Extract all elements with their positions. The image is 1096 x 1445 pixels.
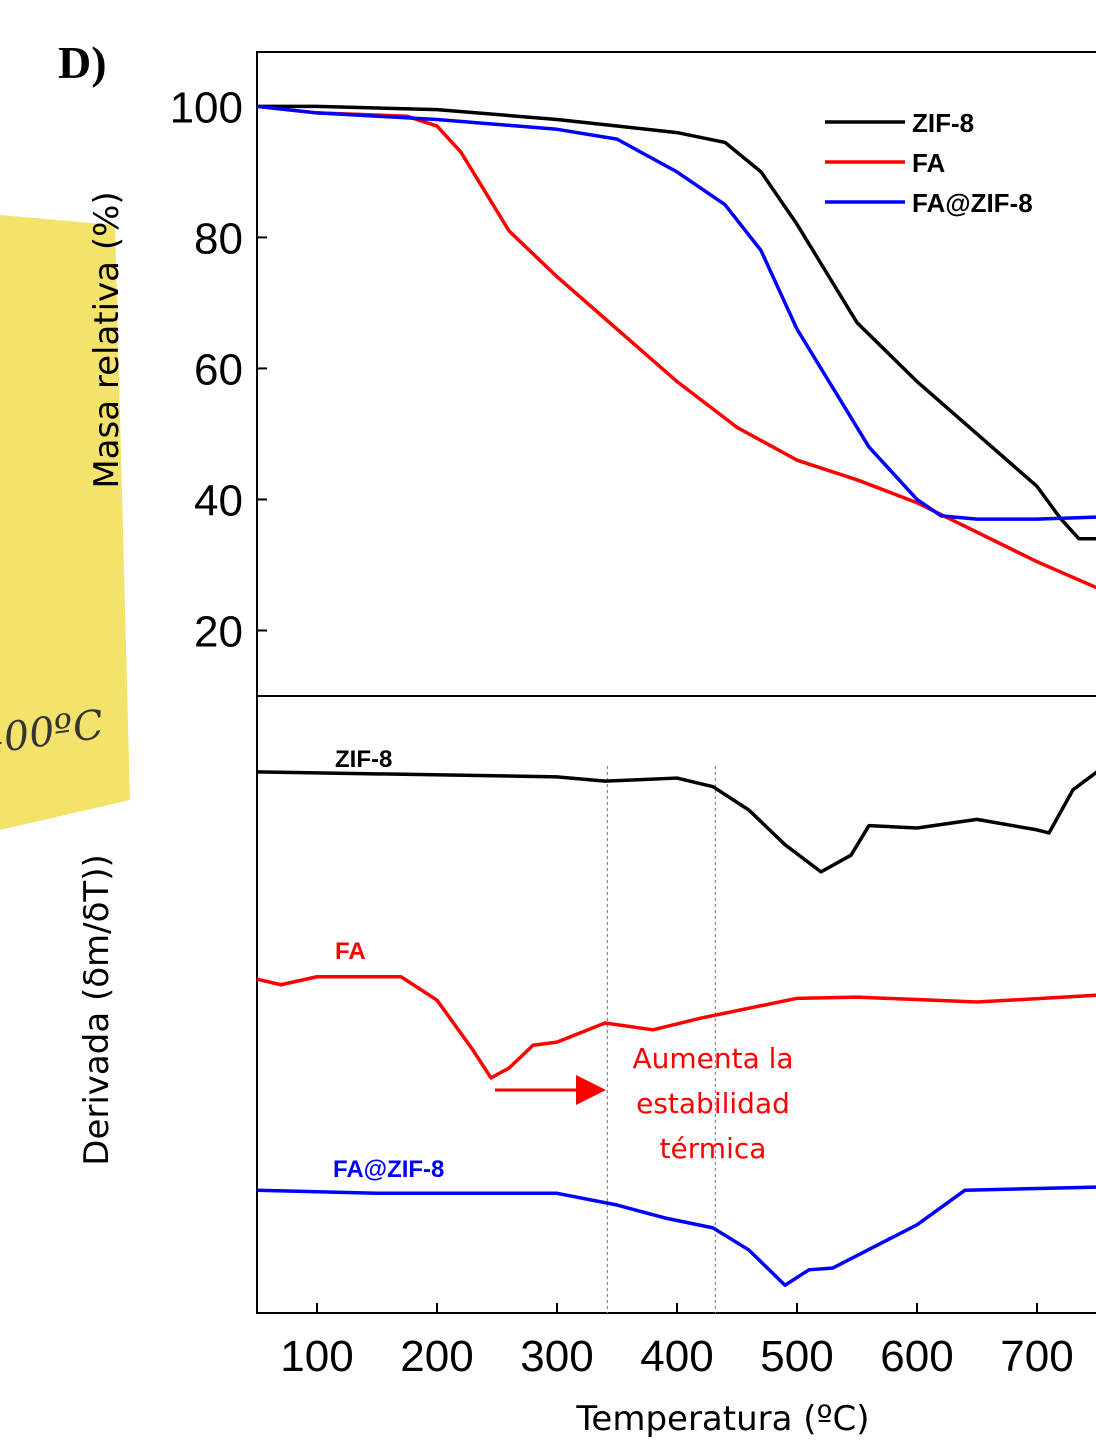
data-line — [257, 1187, 1096, 1285]
panel-label: D) — [58, 37, 107, 88]
y-tick-label: 100 — [170, 83, 243, 132]
axis-frame — [257, 52, 1096, 696]
x-tick-label: 500 — [760, 1332, 833, 1381]
annotation: estabilidad — [636, 1087, 790, 1120]
x-tick-label: 200 — [400, 1332, 473, 1381]
series-label: FA — [335, 938, 366, 965]
data-line — [257, 106, 1096, 588]
y-tick-label: 40 — [194, 476, 243, 525]
y-tick-label: 20 — [194, 607, 243, 656]
y-axis-label: Masa relativa (%) — [87, 191, 127, 488]
data-line — [257, 772, 1096, 872]
data-line — [257, 106, 1096, 519]
series-label: ZIF-8 — [335, 746, 392, 773]
figure: 400ºC D) 20406080100Masa relativa (%)ZIF… — [0, 0, 1096, 1445]
annotation: térmica — [660, 1132, 767, 1165]
x-tick-label: 100 — [280, 1332, 353, 1381]
y-axis-label: Derivada (δm/δT)) — [77, 854, 117, 1165]
x-tick-label: 700 — [1000, 1332, 1073, 1381]
x-tick-label: 400 — [640, 1332, 713, 1381]
x-tick-label: 300 — [520, 1332, 593, 1381]
series-label: FA@ZIF-8 — [333, 1156, 444, 1183]
legend-label: FA — [912, 148, 945, 178]
legend-label: ZIF-8 — [912, 108, 974, 138]
x-axis-label: Temperatura (ºC) — [575, 1399, 869, 1439]
annotation: Aumenta la — [632, 1042, 793, 1075]
legend-label: FA@ZIF-8 — [912, 188, 1033, 218]
y-tick-label: 60 — [194, 345, 243, 394]
y-tick-label: 80 — [194, 214, 243, 263]
x-tick-label: 600 — [880, 1332, 953, 1381]
